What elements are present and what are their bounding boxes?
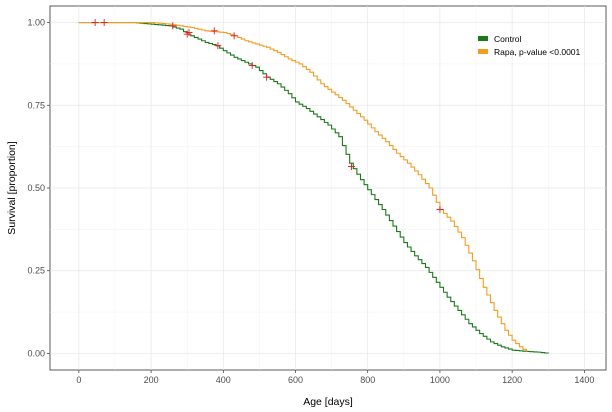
x-axis: 0 200 400 600 800 1000 1200 1400	[76, 370, 594, 385]
series-line-rapa	[78, 22, 528, 352]
x-tick-label: 600	[288, 375, 303, 385]
x-tick-label: 1400	[574, 375, 594, 385]
legend-swatch-rapa	[478, 49, 488, 54]
legend: Control Rapa, p-value <0.0001	[478, 34, 581, 57]
x-tick-label: 400	[216, 375, 231, 385]
censor-mark-rapa	[436, 206, 444, 214]
censor-mark-control	[183, 30, 191, 38]
censor-mark-rapa	[185, 28, 193, 36]
censor-marks	[91, 19, 444, 214]
x-tick-label: 0	[76, 375, 81, 385]
y-axis-title: Survival [proportion]	[6, 141, 18, 234]
grid-lines	[50, 6, 606, 370]
censor-mark-control	[248, 62, 256, 70]
x-tick-label: 800	[360, 375, 375, 385]
x-tick-label: 1200	[502, 375, 522, 385]
censor-mark-control	[347, 162, 355, 170]
censor-mark-rapa	[230, 32, 238, 40]
censor-mark-control	[169, 22, 177, 30]
series-layer	[78, 22, 549, 354]
y-tick-label: 0.50	[27, 183, 45, 193]
x-tick-label: 1000	[430, 375, 450, 385]
y-tick-label: 0.75	[27, 100, 45, 110]
y-tick-label: 0.25	[27, 266, 45, 276]
x-tick-label: 200	[144, 375, 159, 385]
censor-mark-rapa	[210, 27, 218, 35]
legend-swatch-control	[478, 36, 488, 41]
series-line-control	[78, 22, 549, 354]
censor-mark-control	[91, 19, 99, 27]
censor-mark-control	[214, 42, 222, 50]
y-tick-label: 0.00	[27, 348, 45, 358]
x-axis-title: Age [days]	[303, 396, 353, 408]
legend-label-rapa: Rapa, p-value <0.0001	[494, 47, 581, 57]
censor-mark-control	[100, 19, 108, 27]
legend-label-control: Control	[494, 34, 522, 44]
y-tick-label: 1.00	[27, 18, 45, 28]
censor-mark-control	[263, 73, 271, 81]
y-axis: 0.00 0.25 0.50 0.75 1.00	[27, 18, 50, 358]
